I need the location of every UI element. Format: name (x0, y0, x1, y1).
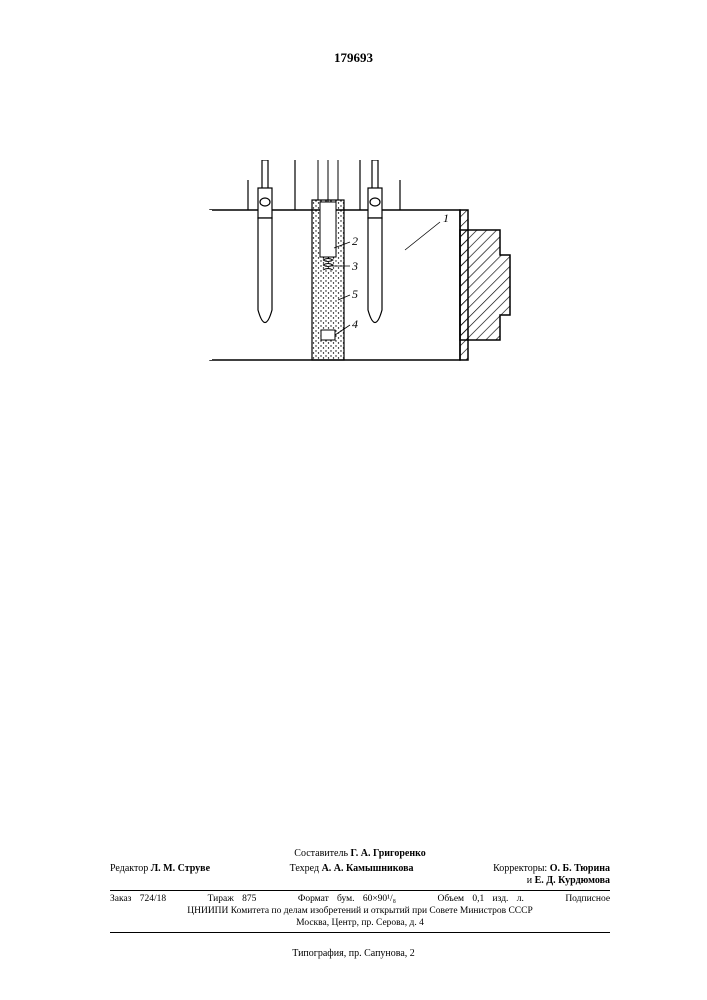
divider (110, 932, 610, 933)
figure-label-5: 5 (352, 287, 358, 301)
org: ЦНИИПИ Комитета по делам изобретений и о… (110, 906, 610, 918)
figure-label-2: 2 (352, 234, 358, 248)
printer: Типография, пр. Сапунова, 2 (0, 948, 707, 959)
compiler-label: Составитель (294, 848, 348, 859)
editor-label: Редактор (110, 863, 148, 874)
techred-name: А. А. Камышникова (322, 863, 414, 874)
order: Заказ 724/18 (110, 894, 166, 904)
address: Москва, Центр, пр. Серова, д. 4 (110, 918, 610, 930)
figure-label-1: 1 (443, 211, 449, 225)
corrector2-prefix: и (527, 875, 532, 886)
subscription: Подписное (565, 894, 610, 904)
page-number: 179693 (0, 50, 707, 66)
editor-name: Л. М. Струве (151, 863, 210, 874)
figure-label-3: 3 (351, 259, 358, 273)
correctors-label: Корректоры: (493, 863, 547, 874)
technical-figure: 1 2 3 4 5 (200, 160, 530, 390)
divider (110, 890, 610, 891)
footer-block: Заказ 724/18 Тираж 875 Формат бум. 60×90… (110, 894, 610, 935)
tirazh: Тираж 875 (208, 894, 257, 904)
techred-label: Техред (290, 863, 319, 874)
format: Формат бум. 60×90¹/₈ (298, 894, 396, 904)
compiler-name: Г. А. Григоренко (351, 848, 426, 859)
corrector2: Е. Д. Курдюмова (535, 875, 610, 886)
volume: Объем 0,1 изд. л. (437, 894, 523, 904)
credits-block: Составитель Г. А. Григоренко Редактор Л.… (110, 848, 610, 893)
corrector1: О. Б. Тюрина (550, 863, 610, 874)
figure-label-4: 4 (352, 317, 358, 331)
